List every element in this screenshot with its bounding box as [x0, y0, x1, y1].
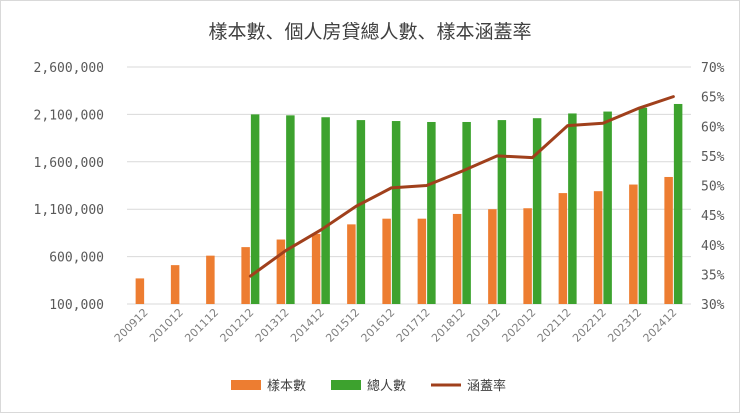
total-people-bar: [321, 117, 330, 304]
sample-count-bar: [417, 218, 427, 304]
x-axis-ticks: 2009122010122011122012122013122014122015…: [112, 306, 680, 345]
x-tick-label: 201112: [182, 306, 221, 345]
sample-count-bar: [558, 193, 568, 304]
legend: 樣本數 總人數 涵蓋率: [231, 378, 506, 394]
legend-swatch: [331, 380, 361, 390]
y-left-tick-label: 1,100,000: [34, 203, 104, 218]
total-people-bar: [427, 121, 436, 304]
sample-count-bar: [170, 265, 180, 304]
y-left-tick-label: 1,600,000: [34, 156, 104, 171]
sample-count-bar: [593, 191, 603, 304]
sample-count-bar: [452, 213, 462, 304]
total-people-bar: [391, 121, 401, 304]
x-tick-label: 200912: [112, 306, 151, 345]
sample-count-bar: [276, 239, 286, 304]
sample-count-bar: [488, 209, 497, 304]
total-people-bar: [603, 111, 612, 304]
x-tick-label: 202212: [570, 306, 609, 345]
x-tick-label: 202112: [535, 306, 574, 345]
total-people-bar: [286, 115, 295, 305]
total-people-bar: [250, 114, 260, 305]
x-tick-label: 202012: [500, 306, 539, 345]
sample-count-bar: [311, 233, 321, 304]
x-tick-label: 202312: [605, 306, 644, 345]
total-people-bar: [568, 113, 577, 305]
y-right-tick-label: 55%: [701, 150, 725, 165]
sample-count-bar: [664, 176, 673, 304]
chart-title: 樣本數、個人房貸總人數、樣本涵蓋率: [208, 21, 531, 43]
y-right-tick-label: 70%: [701, 61, 725, 76]
coverage-rate-line: [248, 95, 675, 278]
x-tick-label: 201012: [147, 306, 186, 345]
y-right-tick-label: 60%: [701, 120, 725, 135]
sample-count-bar: [135, 278, 145, 304]
x-tick-label: 202412: [641, 306, 680, 345]
x-tick-label: 201212: [218, 306, 257, 345]
y-right-tick-label: 35%: [701, 268, 725, 283]
legend-label: 涵蓋率: [467, 378, 506, 394]
sample-count-bar: [241, 247, 250, 304]
y-right-tick-label: 50%: [701, 180, 725, 195]
total-people-bar: [462, 121, 471, 304]
sample-count-bar: [382, 218, 391, 304]
legend-label: 樣本數: [267, 379, 306, 394]
x-tick-label: 201712: [394, 306, 433, 345]
sample-count-bar: [206, 255, 215, 304]
x-tick-label: 201912: [464, 306, 503, 345]
x-tick-label: 201612: [359, 306, 398, 345]
bars-group: [135, 103, 683, 305]
total-people-bar: [497, 120, 507, 304]
x-tick-label: 201512: [323, 306, 362, 345]
left-axis-ticks: 100,000 600,000 1,100,000 1,600,000 2,100,00…: [34, 61, 104, 313]
y-left-tick-label: 2,100,000: [34, 108, 104, 123]
y-right-tick-label: 65%: [701, 91, 725, 106]
y-right-tick-label: 45%: [701, 209, 725, 224]
y-left-tick-label: 100,000: [49, 298, 104, 313]
sample-count-bar: [347, 224, 356, 304]
total-people-bar: [638, 107, 648, 304]
y-right-tick-label: 40%: [701, 239, 725, 254]
sample-count-bar: [629, 184, 638, 304]
right-axis-ticks: 30% 35% 40% 45% 50% 55% 60% 65% 70%: [701, 61, 725, 313]
line-group: [248, 95, 675, 278]
y-left-tick-label: 600,000: [49, 251, 104, 266]
y-right-tick-label: 30%: [701, 298, 725, 313]
legend-swatch: [231, 380, 261, 390]
x-tick-label: 201412: [288, 306, 327, 345]
total-people-bar: [673, 103, 683, 304]
total-people-bar: [532, 118, 542, 304]
x-tick-label: 201312: [253, 306, 292, 345]
x-tick-label: 201812: [429, 306, 468, 345]
legend-label: 總人數: [367, 378, 406, 394]
sample-count-bar: [523, 208, 532, 304]
total-people-bar: [356, 120, 366, 304]
y-left-tick-label: 2,600,000: [34, 61, 104, 76]
